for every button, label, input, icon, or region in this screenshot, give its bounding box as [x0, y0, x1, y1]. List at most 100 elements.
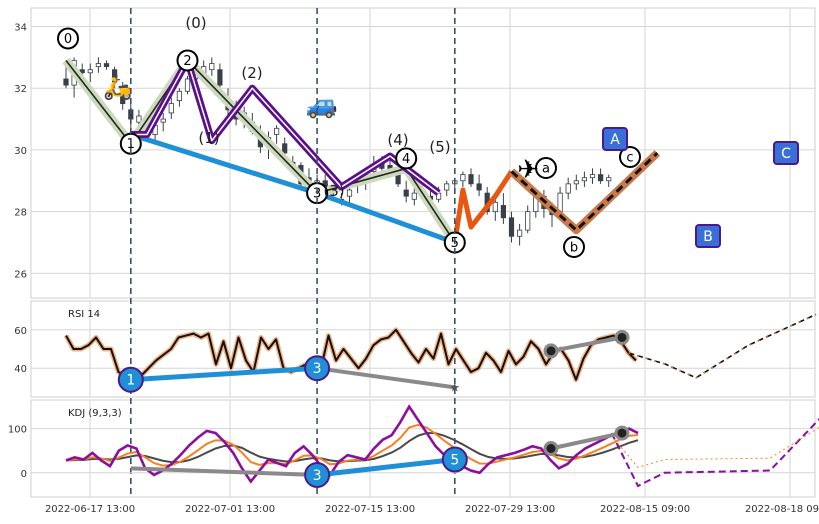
candle-body	[500, 205, 507, 219]
rsi-tick-label: 40	[14, 364, 27, 375]
rsi-divergence-label: 3	[313, 361, 322, 377]
kdj-abc-dot	[543, 441, 559, 456]
kdj-divergence-badge	[304, 461, 331, 488]
candle-body	[209, 63, 215, 71]
rsi-abc-dot	[614, 329, 630, 345]
x-tick-label: 2022-06-17 13:00	[45, 504, 135, 515]
wave-label-inner: (5)	[429, 138, 450, 156]
abc-label-circle	[535, 157, 557, 179]
candle-body	[517, 229, 523, 237]
price-tick-label: 32	[14, 84, 27, 95]
emoji-marker: 🚙	[306, 90, 338, 120]
rsi-divergence-line	[130, 365, 318, 383]
wave-label-outer: 4	[402, 152, 410, 167]
wave-label-inner: (2)	[241, 64, 262, 82]
kdj-divergence-badge	[441, 446, 468, 473]
candle-body	[468, 174, 474, 185]
abc-correction	[452, 170, 514, 243]
wave-label-outer: 2	[183, 54, 191, 69]
rsi-abc-line	[550, 335, 623, 353]
price-tick-label: 26	[14, 269, 27, 280]
candle-body	[346, 189, 353, 197]
emoji-marker: 🛵	[103, 73, 133, 101]
kdj-tick-label: 100	[8, 425, 27, 436]
candle-body	[460, 174, 466, 182]
rsi-forecast-accent	[628, 313, 817, 379]
candle-body	[492, 201, 498, 213]
rsi-abc-dot	[543, 343, 559, 359]
wave-label-outer: 0	[64, 32, 72, 47]
price-tick-label: 34	[14, 23, 27, 34]
rsi-divergence-badge	[304, 355, 331, 382]
abc-label-circle	[563, 236, 585, 258]
candle-body	[282, 143, 288, 154]
wave-label-inner: (4)	[387, 131, 408, 149]
abc-boxed-label	[602, 127, 628, 151]
price-tick-label: 28	[14, 208, 27, 219]
kdj-divergence-label: 5	[450, 453, 459, 469]
candle-body	[136, 115, 142, 123]
x-tick-label: 2022-07-01 13:00	[185, 504, 275, 515]
x-tick-label: 2022-07-29 13:00	[465, 504, 555, 515]
abc-label-circle	[619, 146, 641, 168]
wave-label-circle	[57, 27, 79, 50]
rsi-divergence-badge	[117, 366, 144, 393]
candle-body	[184, 78, 191, 92]
kdj-abc-line	[550, 431, 623, 451]
candle-body	[508, 217, 515, 237]
kdj-tick-label: 0	[21, 469, 27, 480]
candle-body	[476, 183, 482, 191]
candle-body	[411, 192, 417, 200]
kdj-abc-dot	[614, 425, 630, 441]
rsi-line	[65, 328, 637, 381]
rsi-title: RSI 14	[68, 309, 100, 320]
candle-body	[168, 103, 174, 114]
kdj-forecast-d	[611, 426, 819, 469]
wave-label-inner: (1)	[198, 129, 219, 147]
candle-body	[120, 87, 126, 105]
candle-body	[598, 174, 604, 182]
kdj-divergence-line	[316, 457, 456, 478]
abc-boxed-text: C	[781, 146, 791, 162]
wave-label-outer: 3	[313, 187, 321, 202]
candle-body	[525, 211, 531, 231]
x-tick-label: 2022-08-18 09:00	[745, 504, 819, 515]
wave-label-outer: 1	[127, 137, 135, 152]
x-tick-label: 2022-07-15 13:00	[325, 504, 415, 515]
rsi-divergence-label: 1	[126, 373, 135, 389]
impulse-inner-core	[130, 59, 440, 194]
candle-body	[176, 90, 182, 101]
panel-frame-3	[30, 399, 816, 498]
abc-boxed-text: A	[610, 132, 620, 148]
wave-label-circle	[395, 147, 418, 170]
abc-boxed-text: B	[703, 229, 713, 245]
wave-label-inner: (0)	[185, 14, 206, 32]
candle-body	[589, 174, 596, 179]
candle-body	[160, 118, 166, 123]
candle-body	[63, 78, 69, 86]
kdj-divergence-label: 3	[313, 468, 322, 484]
abc-boxed-label	[695, 224, 721, 248]
candle-body	[444, 183, 450, 191]
candle-body	[217, 69, 223, 86]
candle-body	[403, 189, 409, 197]
candle-body	[95, 63, 101, 68]
kdj-grey-line	[130, 466, 318, 477]
candle-body	[581, 177, 588, 182]
abc-label-small: b	[570, 241, 578, 256]
candle-body	[87, 69, 93, 74]
emoji-marker: ✈	[517, 155, 539, 185]
candle-body	[565, 183, 571, 194]
panel-frame-1	[30, 7, 816, 299]
wave-label-circle	[176, 49, 199, 72]
rsi-tick-label: 60	[14, 326, 27, 337]
rsi-grey-line	[316, 366, 456, 390]
price-tick-label: 30	[14, 146, 27, 157]
abc-forecast-dash	[510, 151, 659, 233]
abc-boxed-label	[773, 141, 799, 165]
candle-body	[273, 127, 280, 135]
wave-label-inner: (3)	[323, 182, 344, 200]
impulse-outer-line	[65, 59, 456, 243]
